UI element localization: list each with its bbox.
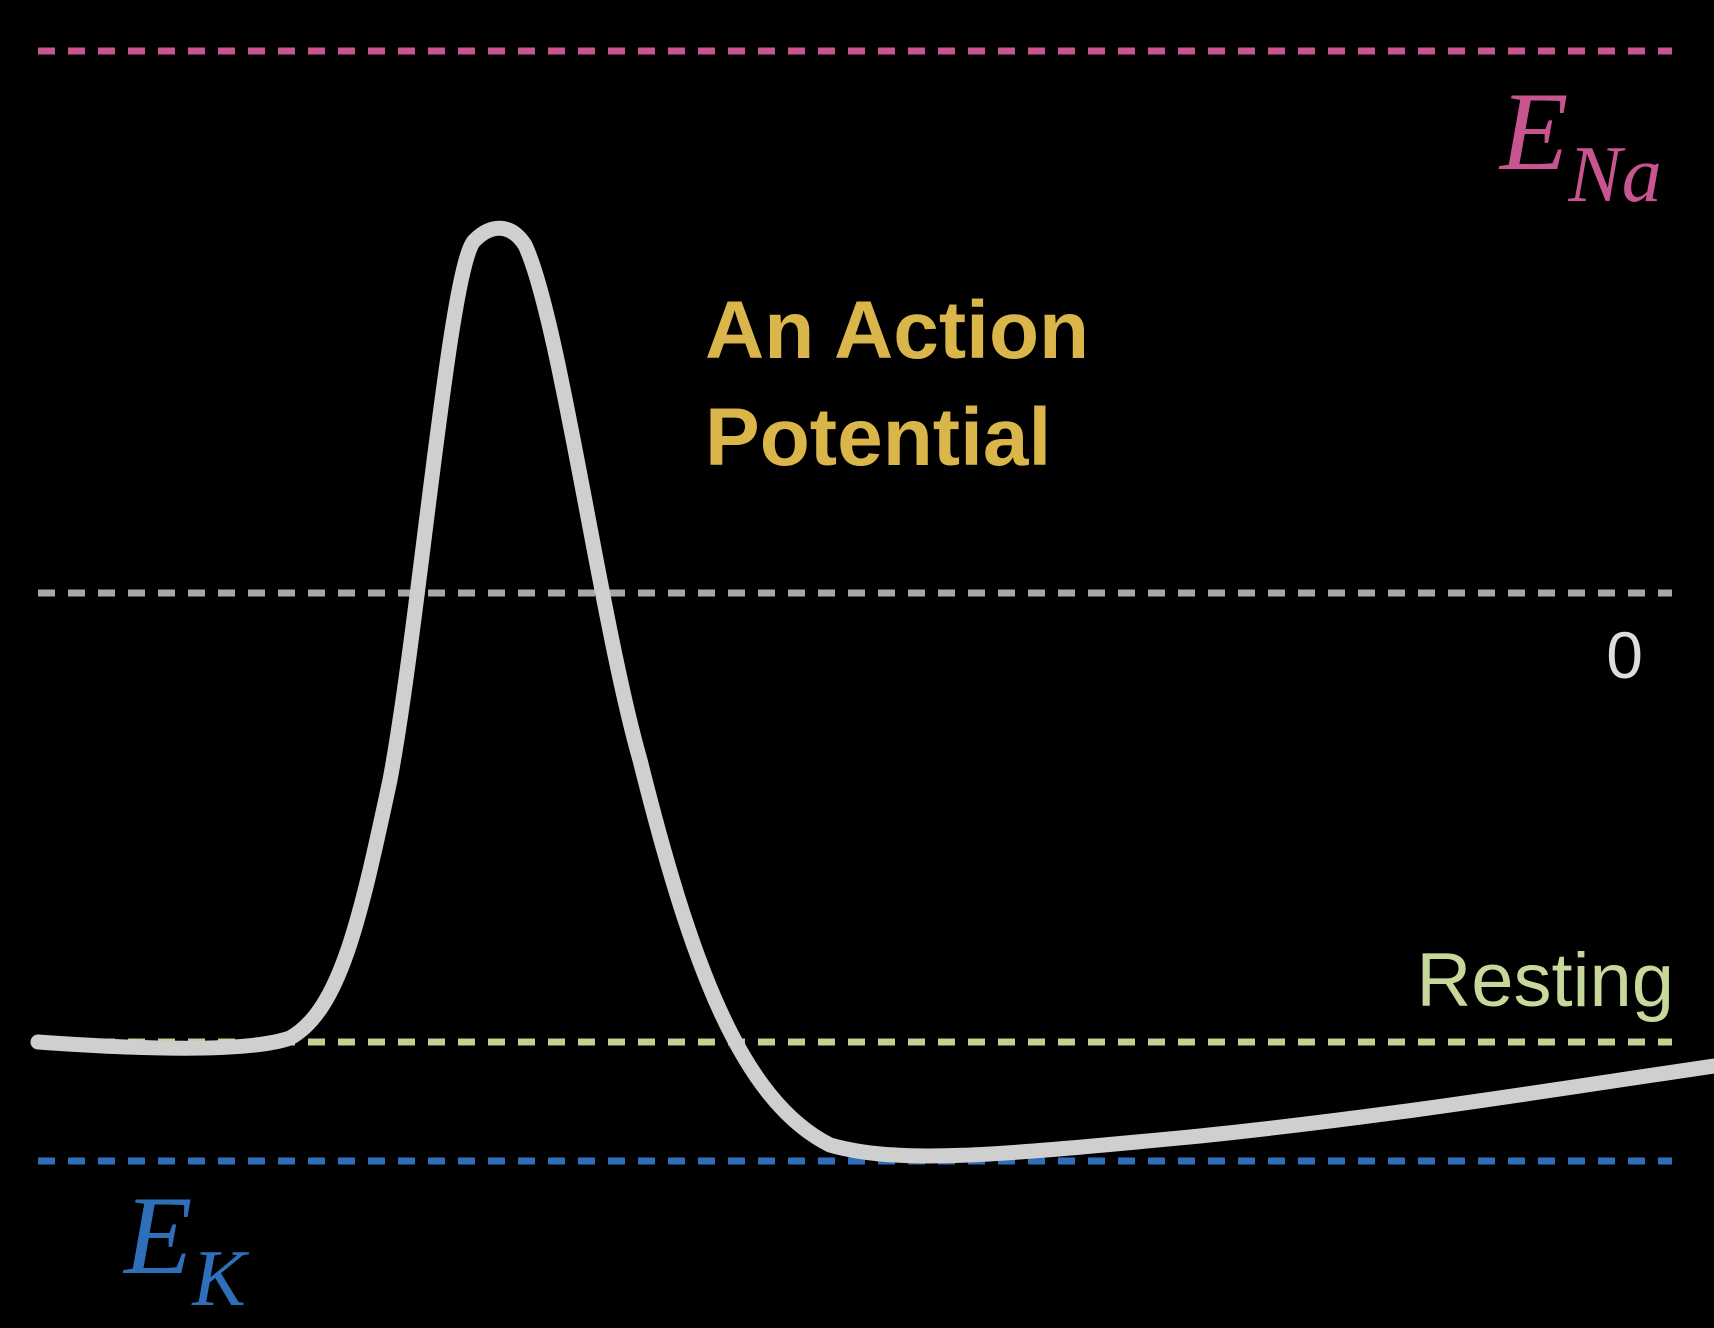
zero-label: 0: [1606, 618, 1643, 692]
sodium-label: ENa: [1498, 70, 1662, 219]
action-potential-curve: [30, 220, 1714, 1164]
potassium-symbol: E: [122, 1174, 192, 1298]
title-line-1: An Action: [705, 285, 1089, 376]
resting-label: Resting: [1416, 938, 1674, 1023]
title-line-2: Potential: [705, 392, 1051, 483]
sodium-symbol: E: [1498, 70, 1568, 194]
potassium-label: EK: [122, 1174, 249, 1323]
potassium-subscript: K: [191, 1235, 249, 1323]
sodium-subscript: Na: [1567, 131, 1661, 219]
